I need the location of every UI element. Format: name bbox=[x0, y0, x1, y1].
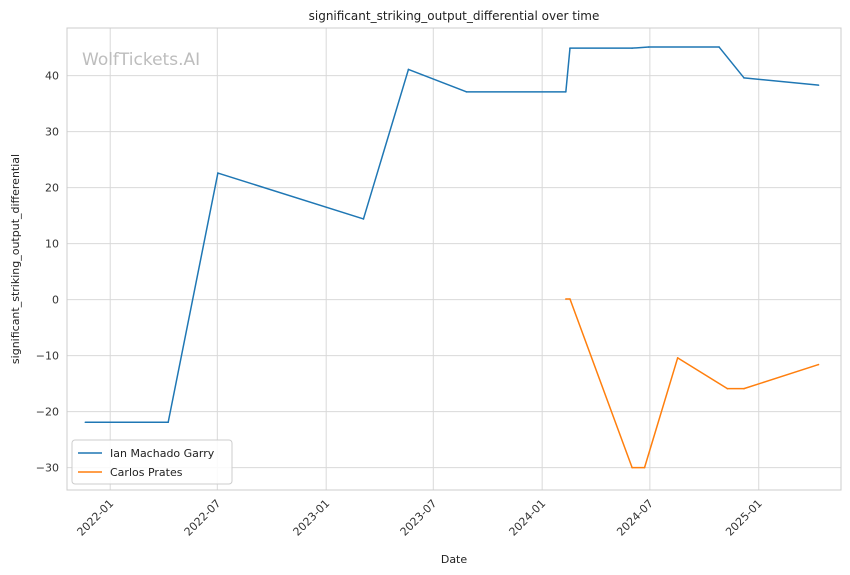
y-tick-label: 20 bbox=[45, 182, 59, 195]
data-point-ian-machado-garry bbox=[407, 68, 410, 71]
data-point-ian-machado-garry bbox=[569, 47, 571, 49]
x-tick-label: 2022-07 bbox=[182, 497, 224, 539]
data-point-carlos-prates bbox=[643, 466, 646, 469]
x-tick-label: 2022-01 bbox=[75, 497, 117, 539]
y-tick-label: −10 bbox=[36, 350, 59, 363]
series-line-carlos-prates bbox=[565, 298, 819, 469]
data-point-ian-machado-garry bbox=[647, 46, 650, 48]
x-tick-label: 2025-01 bbox=[723, 497, 765, 539]
data-point-ian-machado-garry bbox=[362, 218, 365, 220]
y-tick-label: −30 bbox=[36, 462, 59, 475]
data-point-ian-machado-garry bbox=[718, 46, 720, 48]
y-tick-label: 40 bbox=[45, 70, 59, 83]
data-point-ian-machado-garry bbox=[217, 172, 219, 174]
data-point-ian-machado-garry bbox=[817, 84, 820, 86]
legend-label-ian-machado-garry: Ian Machado Garry bbox=[110, 447, 215, 460]
y-axis-title: significant_striking_output_differential bbox=[9, 154, 22, 364]
data-point-ian-machado-garry bbox=[465, 91, 468, 93]
x-tick-label: 2024-01 bbox=[507, 497, 549, 539]
grid bbox=[67, 28, 841, 490]
x-tick-label: 2024-07 bbox=[614, 497, 656, 539]
y-tick-label: −20 bbox=[36, 406, 59, 419]
data-point-ian-machado-garry bbox=[631, 47, 633, 49]
data-point-carlos-prates bbox=[569, 298, 571, 300]
data-point-carlos-prates bbox=[817, 363, 820, 366]
y-tick-label: 10 bbox=[45, 238, 59, 251]
legend: Ian Machado Garry Carlos Prates bbox=[71, 439, 233, 485]
data-point-ian-machado-garry bbox=[167, 421, 169, 424]
data-point-ian-machado-garry bbox=[743, 77, 745, 79]
chart-title: significant_striking_output_differential… bbox=[309, 9, 600, 23]
data-point-carlos-prates bbox=[631, 466, 633, 469]
data-point-carlos-prates bbox=[565, 298, 567, 300]
legend-label-carlos-prates: Carlos Prates bbox=[110, 466, 183, 479]
data-point-carlos-prates bbox=[676, 357, 679, 359]
x-tick-label: 2023-01 bbox=[291, 497, 333, 539]
y-tick-label: 0 bbox=[52, 294, 59, 307]
watermark: WolfTickets.AI bbox=[82, 50, 200, 70]
legend-box bbox=[71, 439, 233, 485]
data-point-ian-machado-garry bbox=[84, 421, 87, 424]
series-lines bbox=[84, 46, 820, 469]
series-line-ian-machado-garry bbox=[85, 46, 819, 423]
y-tick-label: 30 bbox=[45, 126, 59, 139]
plot-frame bbox=[66, 27, 842, 491]
data-point-carlos-prates bbox=[743, 387, 745, 390]
x-axis-title: Date bbox=[441, 553, 468, 566]
x-tick-label: 2023-07 bbox=[398, 497, 440, 539]
data-point-ian-machado-garry bbox=[565, 91, 567, 93]
data-point-carlos-prates bbox=[726, 387, 729, 390]
